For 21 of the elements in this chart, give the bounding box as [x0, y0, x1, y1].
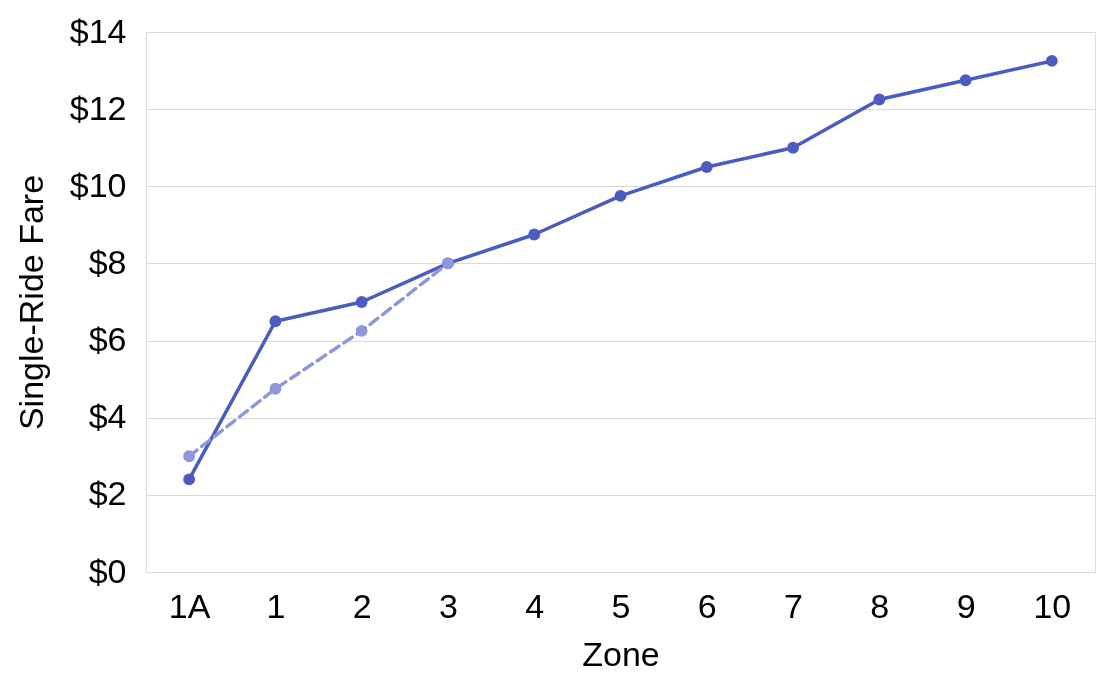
y-tick-label: $0: [88, 551, 127, 590]
y-tick-label: $14: [69, 11, 127, 50]
y-tick-label: $8: [88, 242, 127, 281]
x-tick-label: 8: [870, 586, 890, 625]
y-tick-label: $2: [88, 474, 127, 513]
x-tick-label: 5: [611, 586, 631, 625]
x-tick-label: 6: [697, 586, 717, 625]
y-tick-label: $6: [88, 320, 127, 359]
x-tick-label: 10: [1033, 586, 1072, 625]
y-tick-label: $4: [88, 397, 127, 436]
x-tick-label: 4: [525, 586, 545, 625]
y-tick-label: $12: [69, 88, 127, 127]
x-tick-label: 9: [956, 586, 976, 625]
y-axis-title: Single-Ride Fare: [11, 174, 50, 431]
x-tick-label: 1A: [168, 586, 211, 625]
y-tick-label: $10: [69, 165, 127, 204]
x-tick-label: 3: [438, 586, 458, 625]
x-tick-label: 7: [784, 586, 804, 625]
x-tick-label: 1: [266, 586, 286, 625]
x-tick-label: 2: [352, 586, 372, 625]
x-axis-title: Zone: [582, 634, 660, 673]
